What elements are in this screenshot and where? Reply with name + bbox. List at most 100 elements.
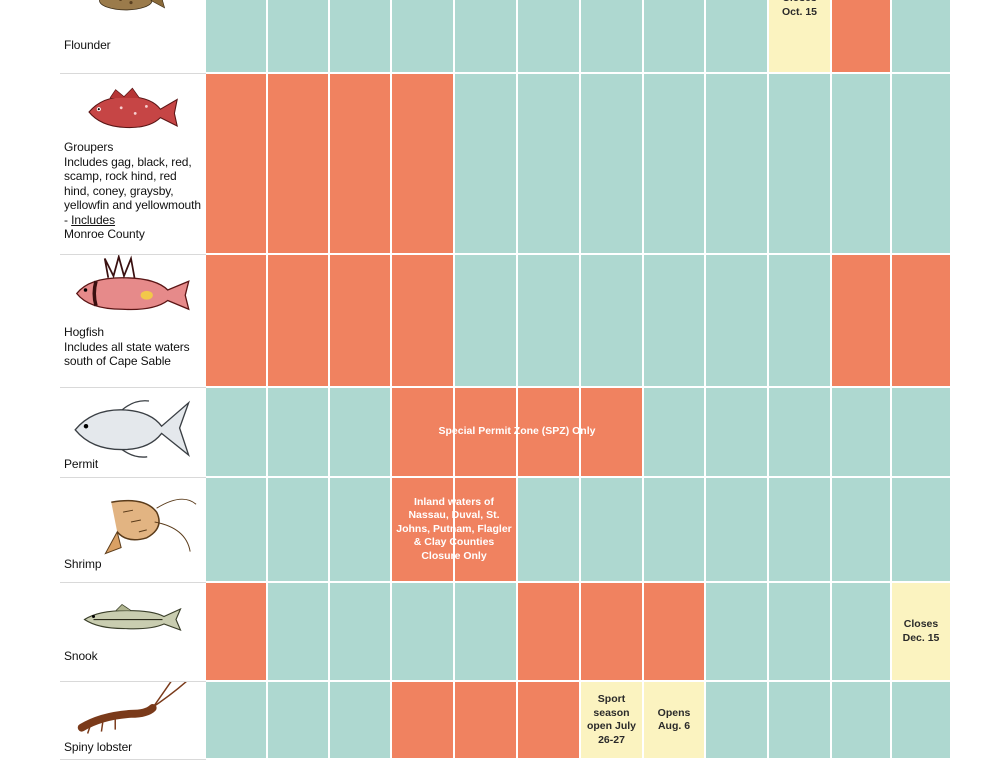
month-cell-spiny-lobster-9-open	[706, 682, 769, 760]
month-cell-snook-12-partial	[892, 583, 952, 682]
month-cell-snook-2-open	[268, 583, 330, 682]
species-label: Hogfish Includes all state waters south o…	[64, 325, 204, 369]
cell-note-spiny-lobster: Opens Aug. 6	[657, 706, 691, 733]
species-cell-permit: Permit	[60, 388, 206, 478]
month-cell-spiny-lobster-7-partial	[581, 682, 644, 760]
cell-note-spiny-lobster: Sport season open July 26-27	[586, 693, 636, 746]
species-cell-flounder: Flounder	[60, 0, 206, 74]
month-cell-permit-8-open	[644, 388, 706, 478]
month-cell-groupers-2-closed	[268, 74, 330, 255]
month-cell-permit-1-open	[206, 388, 268, 478]
species-label: Snook	[64, 649, 204, 664]
month-cell-permit-11-open	[832, 388, 892, 478]
month-cell-flounder-9-open	[706, 0, 769, 74]
species-description-emphasis: Includes	[71, 212, 116, 227]
species-label: Shrimp	[64, 557, 204, 572]
month-cell-flounder-2-open	[268, 0, 330, 74]
month-cell-shrimp-12-open	[892, 478, 952, 583]
month-cell-shrimp-9-open	[706, 478, 769, 583]
month-cell-shrimp-10-open	[769, 478, 832, 583]
month-cell-shrimp-7-open	[581, 478, 644, 583]
page-margin	[952, 0, 1000, 750]
snook-icon	[62, 591, 204, 651]
species-cell-spiny-lobster: Spiny lobster	[60, 682, 206, 760]
species-name: Flounder	[64, 38, 111, 52]
month-cell-snook-5-open	[455, 583, 518, 682]
cell-note-flounder: Closes Oct. 15	[781, 0, 818, 18]
month-cell-permit-4-closed	[392, 388, 455, 478]
species-cell-groupers: Groupers Includes gag, black, red, scamp,…	[60, 74, 206, 255]
month-cell-flounder-5-open	[455, 0, 518, 74]
month-cell-flounder-8-open	[644, 0, 706, 74]
month-cell-hogfish-1-closed	[206, 255, 268, 388]
month-cell-snook-7-closed	[581, 583, 644, 682]
month-cell-groupers-11-open	[832, 74, 892, 255]
month-cell-spiny-lobster-8-partial	[644, 682, 706, 760]
month-cell-spiny-lobster-12-open	[892, 682, 952, 760]
month-cell-permit-3-open	[330, 388, 392, 478]
cell-note-snook: Closes Dec. 15	[902, 618, 940, 644]
month-cell-shrimp-2-open	[268, 478, 330, 583]
month-cell-shrimp-5-closed	[455, 478, 518, 583]
month-cell-spiny-lobster-4-closed	[392, 682, 455, 760]
month-cell-shrimp-1-open	[206, 478, 268, 583]
month-cell-flounder-11-closed	[832, 0, 892, 74]
month-cell-shrimp-3-open	[330, 478, 392, 583]
month-cell-flounder-3-open	[330, 0, 392, 74]
month-cell-spiny-lobster-2-open	[268, 682, 330, 760]
species-label: Spiny lobster	[64, 740, 204, 755]
month-cell-shrimp-8-open	[644, 478, 706, 583]
species-name: Shrimp	[64, 557, 102, 571]
species-name: Hogfish	[64, 325, 104, 339]
month-cell-groupers-6-open	[518, 74, 581, 255]
month-cell-flounder-12-open	[892, 0, 952, 74]
month-cell-snook-3-open	[330, 583, 392, 682]
species-name: Spiny lobster	[64, 740, 133, 754]
month-cell-groupers-9-open	[706, 74, 769, 255]
month-cell-snook-8-closed	[644, 583, 706, 682]
species-name: Groupers	[64, 140, 114, 154]
species-label: Groupers Includes gag, black, red, scamp,…	[64, 140, 204, 242]
month-cell-permit-12-open	[892, 388, 952, 478]
month-cell-hogfish-11-closed	[832, 255, 892, 388]
month-cell-spiny-lobster-1-open	[206, 682, 268, 760]
month-cell-flounder-1-open	[206, 0, 268, 74]
month-cell-hogfish-9-open	[706, 255, 769, 388]
month-cell-hogfish-4-closed	[392, 255, 455, 388]
month-cell-flounder-7-open	[581, 0, 644, 74]
month-cell-hogfish-8-open	[644, 255, 706, 388]
species-name: Permit	[64, 457, 99, 471]
month-cell-snook-6-closed	[518, 583, 581, 682]
species-cell-snook: Snook	[60, 583, 206, 682]
month-cell-hogfish-3-closed	[330, 255, 392, 388]
month-cell-spiny-lobster-10-open	[769, 682, 832, 760]
species-description-tail: Monroe County	[64, 227, 145, 241]
month-cell-groupers-8-open	[644, 74, 706, 255]
cell-note-permit: Special Permit Zone (SPZ) Only	[438, 425, 596, 438]
month-cell-groupers-10-open	[769, 74, 832, 255]
month-cell-hogfish-2-closed	[268, 255, 330, 388]
month-cell-spiny-lobster-5-closed	[455, 682, 518, 760]
month-cell-snook-11-open	[832, 583, 892, 682]
month-cell-permit-10-open	[769, 388, 832, 478]
flounder-icon	[62, 0, 204, 32]
month-cell-spiny-lobster-6-closed	[518, 682, 581, 760]
month-cell-permit-7-closed	[581, 388, 644, 478]
month-cell-snook-4-open	[392, 583, 455, 682]
month-cell-shrimp-11-open	[832, 478, 892, 583]
spiny-lobster-icon	[62, 682, 204, 742]
species-label: Flounder	[64, 38, 204, 53]
shrimp-icon	[62, 482, 204, 562]
month-cell-hogfish-5-open	[455, 255, 518, 388]
species-cell-shrimp: Shrimp	[60, 478, 206, 583]
month-cell-shrimp-6-open	[518, 478, 581, 583]
month-cell-groupers-1-closed	[206, 74, 268, 255]
month-cell-groupers-5-open	[455, 74, 518, 255]
month-cell-snook-9-open	[706, 583, 769, 682]
month-cell-permit-2-open	[268, 388, 330, 478]
species-description: Includes gag, black, red, scamp, rock hi…	[64, 154, 201, 242]
month-cell-spiny-lobster-3-open	[330, 682, 392, 760]
month-cell-permit-6-closed	[518, 388, 581, 478]
month-cell-hogfish-12-closed	[892, 255, 952, 388]
